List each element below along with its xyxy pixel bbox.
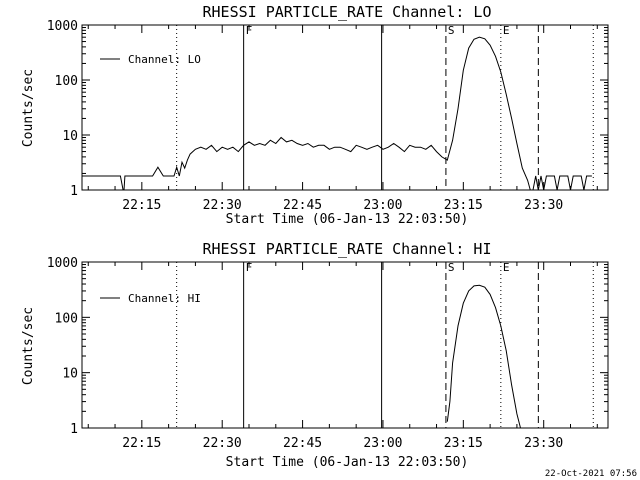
panel-lo-series-line xyxy=(82,36,592,191)
panel-hi-event-label: S xyxy=(448,261,455,274)
panel-lo-plot-frame xyxy=(81,24,609,191)
panel-hi-legend-label: Channel: HI xyxy=(128,292,201,305)
panel-lo-x-axis-label: Start Time (06-Jan-13 22:03:50) xyxy=(226,212,469,227)
panel-lo-x-ticks: 22:15 22:30 22:45 23:00 23:15 23:30 xyxy=(87,25,598,213)
panel-hi-x-tick-label: 22:45 xyxy=(283,436,322,451)
panel-hi-y-ticks: 1 10 100 1000 xyxy=(47,256,608,437)
panel-hi-x-axis-label: Start Time (06-Jan-13 22:03:50) xyxy=(226,455,469,470)
panel-hi-x-tick-label: 23:15 xyxy=(444,436,483,451)
panel-hi-x-tick-label: 22:15 xyxy=(122,436,161,451)
panel-lo-title: RHESSI PARTICLE_RATE Channel: LO xyxy=(203,3,492,21)
panel-lo-x-tick-label: 23:00 xyxy=(363,198,402,213)
panel-lo-y-axis-label: Counts/sec xyxy=(21,69,36,147)
panel-lo-y-tick-label: 1 xyxy=(70,184,78,199)
panel-lo-y-ticks: 1 10 100 1000 xyxy=(47,19,608,199)
panel-lo-y-tick-label: 10 xyxy=(62,129,78,144)
panel-lo-event-label: E xyxy=(503,24,510,37)
panel-lo-x-tick-label: 22:30 xyxy=(203,198,242,213)
panel-hi-series-line xyxy=(446,284,521,429)
panel-hi-title: RHESSI PARTICLE_RATE Channel: HI xyxy=(203,240,492,258)
panel-hi-event-label: E xyxy=(503,261,510,274)
panel-hi: RHESSI PARTICLE_RATE Channel: HI 1101001… xyxy=(21,240,609,470)
panel-lo-legend-label: Channel: LO xyxy=(128,53,201,66)
panel-hi-x-tick-label: 23:00 xyxy=(363,436,402,451)
panel-hi-y-tick-label: 1000 xyxy=(47,256,78,271)
panel-lo: RHESSI PARTICLE_RATE Channel: LO 1101001… xyxy=(21,3,609,227)
panel-hi-x-tick-label: 22:30 xyxy=(203,436,242,451)
panel-hi-plot-frame xyxy=(81,261,609,429)
panel-hi-event-label: F xyxy=(246,261,253,274)
panel-hi-y-axis-label: Counts/sec xyxy=(21,307,36,385)
panel-lo-y-tick-label: 1000 xyxy=(47,19,78,34)
panel-hi-y-tick-label: 100 xyxy=(55,311,78,326)
panel-hi-x-ticks: 22:15 22:30 22:45 23:00 23:15 23:30 xyxy=(87,262,598,451)
panel-lo-legend: Channel: LO xyxy=(100,53,201,66)
panel-lo-x-tick-label: 23:30 xyxy=(524,198,563,213)
generation-timestamp: 22-Oct-2021 07:56 xyxy=(545,469,637,479)
panel-lo-y-tick-label: 100 xyxy=(55,74,78,89)
panel-hi-y-tick-label: 1 xyxy=(70,422,78,437)
panel-lo-x-tick-label: 23:15 xyxy=(444,198,483,213)
panel-hi-legend: Channel: HI xyxy=(100,292,201,305)
panel-lo-event-label: S xyxy=(448,24,455,37)
panel-lo-event-label: F xyxy=(246,24,253,37)
panel-lo-x-tick-label: 22:45 xyxy=(283,198,322,213)
panel-lo-x-tick-label: 22:15 xyxy=(122,198,161,213)
panel-hi-y-tick-label: 10 xyxy=(62,367,78,382)
panel-hi-x-tick-label: 23:30 xyxy=(524,436,563,451)
